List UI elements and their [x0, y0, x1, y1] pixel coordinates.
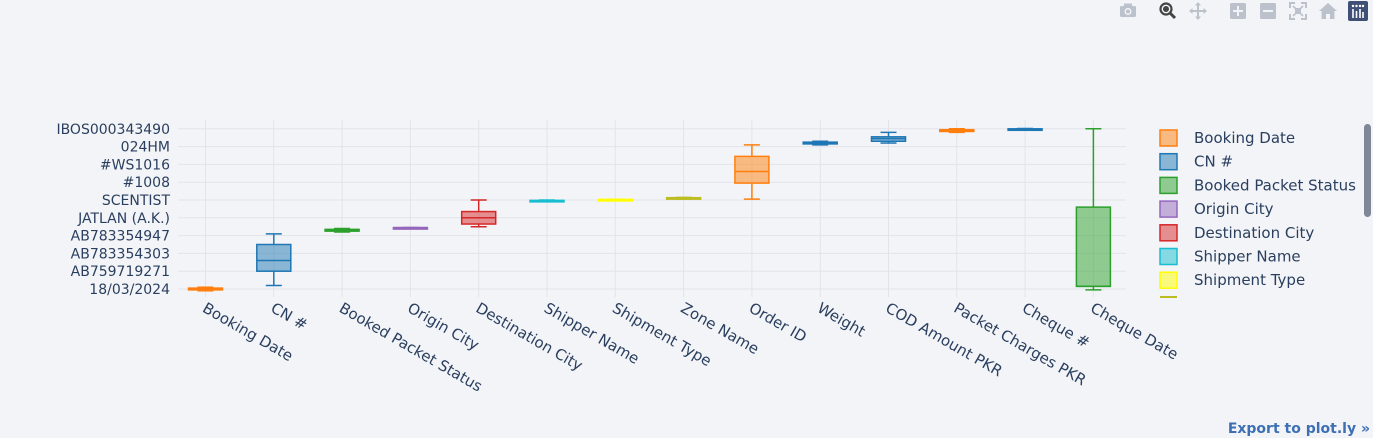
y-tick-label: AB759719271	[71, 264, 170, 280]
y-tick-label: 18/03/2024	[89, 282, 170, 298]
export-to-plotly-link[interactable]: Export to plot.ly »	[1227, 421, 1370, 437]
legend-label: CN #	[1194, 153, 1233, 171]
box-trace[interactable]	[597, 198, 634, 202]
legend-swatch	[1159, 224, 1178, 242]
plotly-logo-button[interactable]	[1343, 0, 1373, 22]
legend[interactable]: Booking Date CN # Booked Packet Status Orig…	[1159, 129, 1356, 298]
legend-label: Shipment Type	[1194, 271, 1305, 289]
y-tick-label: #1008	[123, 175, 170, 191]
zoom-out-icon	[1260, 3, 1276, 19]
legend-item[interactable]: Booking Date	[1159, 129, 1295, 147]
box-body	[734, 155, 770, 184]
modebar	[1113, 0, 1373, 22]
y-axis-ticks: 18/03/2024 AB759719271 AB783354303AB783354…	[56, 122, 170, 298]
legend-swatch	[1159, 200, 1178, 218]
reset-axes-icon	[1319, 3, 1337, 19]
zoom-icon	[1159, 2, 1177, 20]
legend-item[interactable]: Origin City	[1159, 200, 1274, 218]
box-trace[interactable]	[802, 140, 838, 146]
y-tick-label: IBOS000343490	[56, 122, 170, 138]
box-trace[interactable]	[1007, 127, 1043, 132]
legend-swatch	[1159, 129, 1178, 147]
camera-icon	[1120, 3, 1136, 17]
legend-swatch	[1159, 247, 1178, 266]
box-trace[interactable]	[256, 233, 292, 287]
legend-item[interactable]: Shipper Name	[1159, 247, 1301, 266]
legend-scrollbar[interactable]	[1364, 124, 1371, 217]
box-trace[interactable]	[1075, 128, 1112, 291]
y-tick-label: #WS1016	[100, 157, 170, 173]
legend-label: Shipper Name	[1194, 248, 1301, 266]
legend-label: Destination City	[1194, 224, 1314, 242]
zoom-in-icon	[1230, 3, 1246, 19]
autoscale-icon	[1289, 2, 1307, 20]
autoscale-button[interactable]	[1283, 0, 1313, 22]
box-trace[interactable]	[187, 286, 224, 292]
x-tick-label: CN #	[268, 299, 311, 334]
plot-area	[178, 120, 1126, 297]
y-tick-label: JATLAN (A.K.)	[77, 211, 170, 227]
grid-lines	[178, 120, 1126, 297]
zoom-button[interactable]	[1153, 0, 1183, 22]
box-trace[interactable]	[665, 196, 702, 200]
box-trace[interactable]	[939, 128, 975, 134]
legend-item[interactable]: Shipment Type	[1159, 271, 1305, 289]
legend-item[interactable]: Destination City	[1159, 224, 1314, 242]
legend-label: Origin City	[1194, 200, 1274, 218]
legend-swatch	[1159, 152, 1178, 171]
zoom-in-button[interactable]	[1223, 0, 1253, 22]
box-trace[interactable]	[870, 131, 907, 144]
legend-item[interactable]: CN #	[1159, 152, 1233, 171]
y-tick-label: 024HM	[121, 140, 170, 156]
box-trace[interactable]	[734, 144, 770, 200]
legend-swatch	[1159, 176, 1178, 195]
legend-item[interactable]: Booked Packet Status	[1159, 176, 1356, 195]
reset-axes-button[interactable]	[1313, 0, 1343, 22]
legend-swatch-clipped	[1160, 296, 1177, 298]
y-tick-label: AB783354947	[71, 229, 170, 245]
camera-button[interactable]	[1113, 0, 1143, 22]
box-trace[interactable]	[392, 226, 429, 230]
box-trace[interactable]	[460, 199, 497, 228]
legend-label: Booking Date	[1194, 129, 1295, 147]
pan-button[interactable]	[1183, 0, 1213, 22]
box-body	[256, 243, 292, 272]
x-tick-label: Cheque Date	[1087, 299, 1181, 364]
plotly-logo-icon	[1348, 1, 1368, 21]
box-trace[interactable]	[529, 199, 565, 203]
legend-swatch	[1159, 271, 1178, 289]
pan-icon	[1189, 2, 1207, 20]
y-tick-label: AB783354303	[71, 246, 170, 262]
zoom-out-button[interactable]	[1253, 0, 1283, 22]
x-tick-label: Weight	[814, 299, 868, 341]
legend-label: Booked Packet Status	[1194, 176, 1356, 194]
box-trace[interactable]	[324, 227, 360, 233]
y-tick-label: SCENTIST	[102, 193, 171, 209]
box-body	[1075, 206, 1112, 288]
x-tick-label: COD Amount PKR	[883, 299, 1006, 380]
